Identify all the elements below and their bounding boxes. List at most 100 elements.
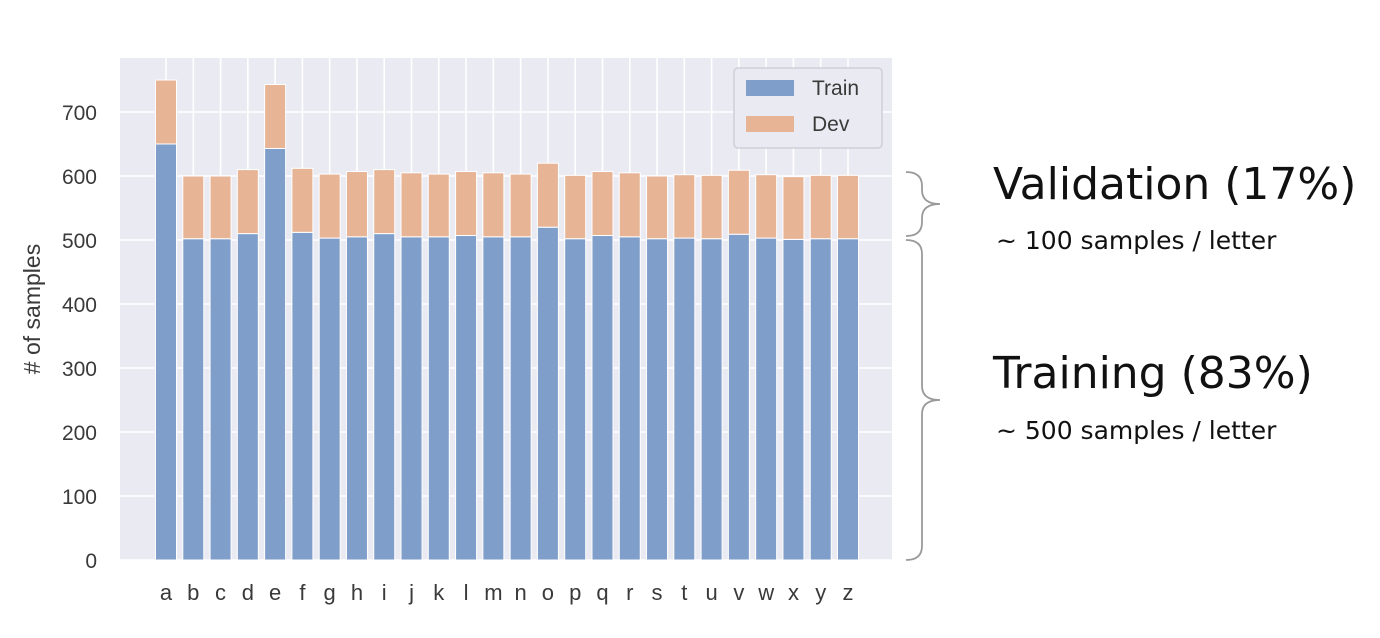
bar-dev-o: [536, 162, 559, 228]
bar-dev-d: [236, 169, 259, 235]
y-tick-label-0: 0: [85, 550, 97, 573]
bar-dev-z: [837, 174, 859, 240]
y-tick-label-600: 600: [62, 166, 97, 189]
bar-dev-k: [427, 173, 450, 238]
legend-label-dev: Dev: [812, 113, 850, 136]
x-tick-label-v: v: [733, 580, 744, 605]
x-tick-label-j: j: [408, 580, 414, 605]
bar-dev-i: [373, 169, 396, 235]
y-tick-labels: 0 100 200 300 400 500 600 700: [62, 102, 97, 573]
x-tick-label-l: l: [464, 580, 469, 605]
x-tick-label-u: u: [705, 580, 717, 605]
bar-dev-e: [264, 83, 287, 149]
bar-train-g: [318, 237, 341, 561]
bar-dev-s: [646, 175, 669, 240]
bar-dev-n: [509, 173, 532, 238]
x-tick-label-y: y: [815, 580, 826, 605]
x-tick-label-d: d: [242, 580, 254, 605]
bar-train-r: [618, 236, 641, 561]
x-tick-label-g: g: [324, 580, 336, 605]
bar-train-q: [591, 235, 614, 561]
bar-dev-l: [455, 171, 478, 237]
bar-dev-f: [291, 167, 314, 233]
y-tick-label-500: 500: [62, 230, 97, 253]
validation-brace: [905, 171, 941, 237]
x-tick-label-r: r: [626, 580, 633, 605]
y-tick-label-200: 200: [62, 422, 97, 445]
bars: [155, 79, 859, 561]
bar-train-k: [427, 236, 450, 561]
bar-train-o: [536, 226, 559, 561]
bar-dev-b: [182, 175, 205, 240]
bar-train-m: [482, 236, 505, 561]
bar-dev-c: [209, 175, 232, 240]
bar-train-s: [646, 238, 669, 561]
bar-dev-t: [673, 174, 696, 239]
bar-train-t: [673, 237, 696, 561]
bar-train-a: [155, 143, 177, 561]
bar-dev-x: [782, 176, 805, 240]
x-tick-label-z: z: [843, 580, 854, 605]
bar-dev-a: [155, 79, 177, 145]
x-tick-label-m: m: [484, 580, 502, 605]
legend: Train Dev: [733, 67, 883, 149]
x-tick-label-e: e: [269, 580, 281, 605]
x-tick-label-s: s: [652, 580, 663, 605]
bar-train-y: [809, 238, 832, 561]
x-tick-label-i: i: [382, 580, 387, 605]
bar-train-e: [264, 147, 287, 561]
x-tick-label-q: q: [596, 580, 608, 605]
bar-train-w: [755, 237, 778, 561]
bar-train-f: [291, 231, 314, 561]
bar-train-l: [455, 235, 478, 561]
validation-title: Validation (17%): [993, 159, 1356, 210]
x-tick-label-k: k: [433, 580, 445, 605]
bar-train-x: [782, 238, 805, 561]
training-brace: [905, 239, 941, 561]
bar-train-c: [209, 238, 232, 561]
annotations: Validation (17%) ~ 100 samples / letter …: [905, 159, 1356, 561]
bar-dev-y: [809, 174, 832, 240]
y-tick-label-100: 100: [62, 486, 97, 509]
x-tick-label-b: b: [187, 580, 199, 605]
bar-train-d: [236, 233, 259, 561]
x-tick-label-h: h: [351, 580, 363, 605]
legend-label-train: Train: [812, 77, 859, 100]
y-tick-label-400: 400: [62, 294, 97, 317]
bar-dev-h: [345, 171, 368, 238]
bar-train-h: [345, 236, 368, 561]
y-axis-label: # of samples: [19, 244, 45, 374]
bar-dev-g: [318, 173, 341, 239]
x-tick-label-f: f: [299, 580, 306, 605]
bar-train-u: [700, 238, 723, 561]
x-tick-label-w: w: [757, 580, 774, 605]
bar-train-v: [727, 233, 750, 561]
bar-dev-v: [727, 169, 750, 235]
bar-dev-j: [400, 172, 423, 238]
bar-train-j: [400, 236, 423, 561]
bar-dev-w: [755, 174, 778, 239]
training-subtitle: ~ 500 samples / letter: [996, 416, 1277, 445]
x-tick-label-c: c: [215, 580, 226, 605]
bar-train-i: [373, 233, 396, 561]
bar-train-b: [182, 238, 205, 561]
training-title: Training (83%): [992, 348, 1313, 399]
bar-train-n: [509, 236, 532, 561]
legend-swatch-dev: [746, 116, 794, 132]
legend-swatch-train: [746, 80, 794, 96]
bar-dev-u: [700, 174, 723, 240]
bar-dev-p: [564, 174, 587, 240]
x-tick-label-p: p: [569, 580, 581, 605]
x-tick-label-x: x: [788, 580, 799, 605]
bar-train-p: [564, 238, 587, 561]
validation-subtitle: ~ 100 samples / letter: [996, 226, 1277, 255]
y-tick-label-300: 300: [62, 358, 97, 381]
y-tick-label-700: 700: [62, 102, 97, 125]
x-tick-label-o: o: [542, 580, 554, 605]
bar-train-z: [837, 238, 859, 561]
bar-dev-r: [618, 172, 641, 238]
x-tick-label-n: n: [515, 580, 527, 605]
x-tick-label-a: a: [160, 580, 173, 605]
